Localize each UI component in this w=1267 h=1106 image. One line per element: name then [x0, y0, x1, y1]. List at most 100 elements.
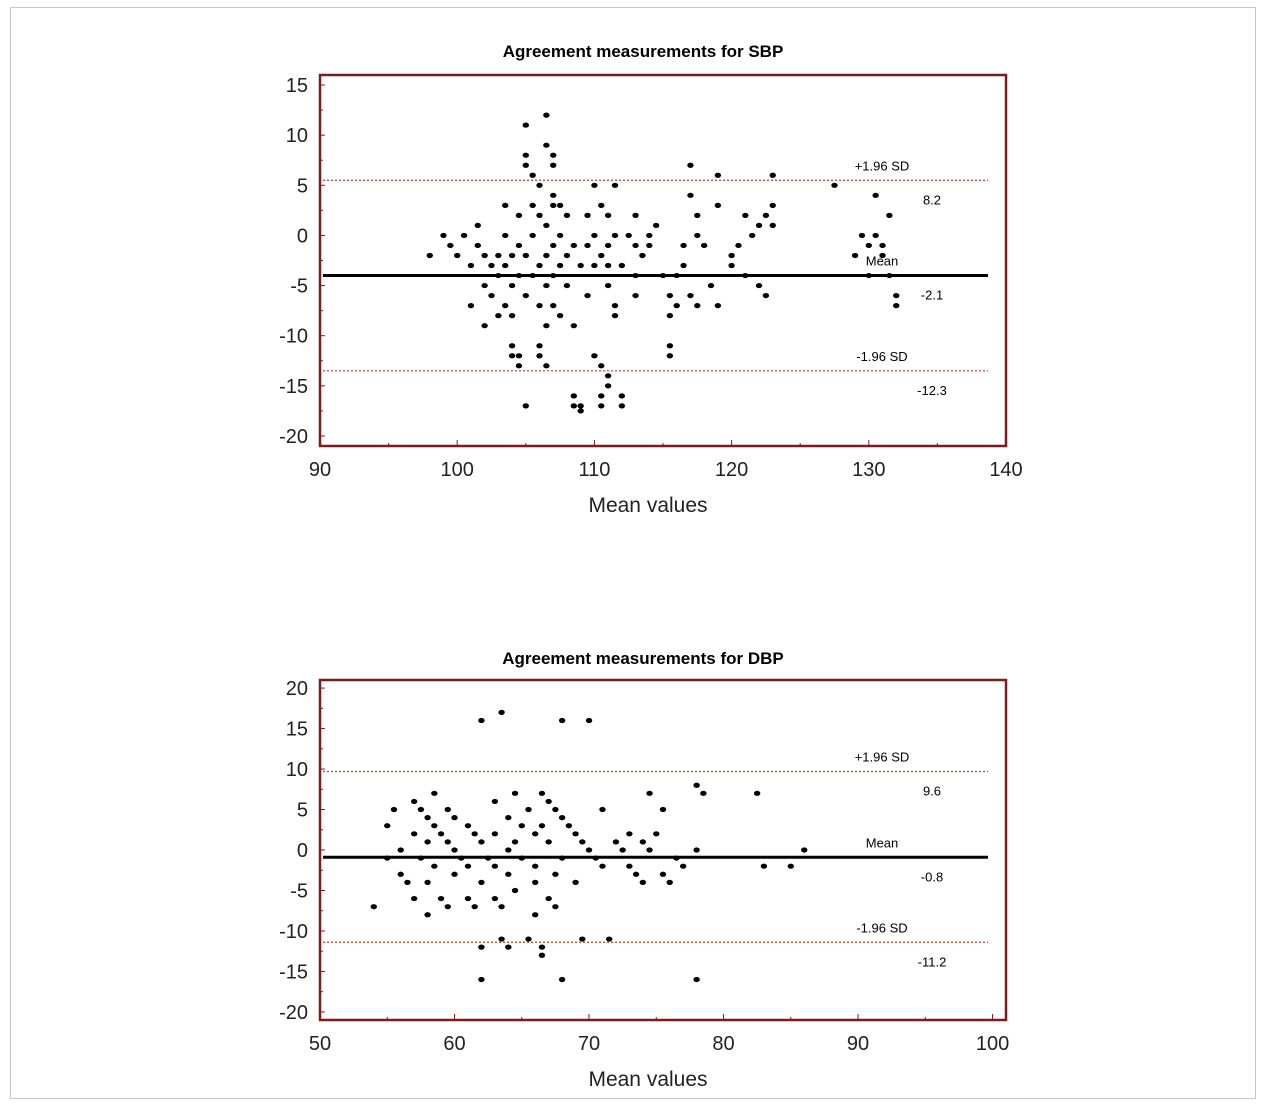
data-point — [543, 142, 550, 148]
data-point — [599, 806, 606, 813]
data-point — [679, 863, 687, 869]
data-point — [893, 303, 900, 309]
data-point — [498, 709, 505, 715]
data-point — [558, 815, 566, 821]
data-point — [424, 879, 431, 885]
data-point — [543, 282, 550, 289]
data-point — [447, 242, 454, 249]
x-tick-label: 70 — [578, 1033, 600, 1055]
data-point — [563, 212, 571, 218]
reference-line-value: -2.1 — [921, 288, 943, 303]
data-point — [565, 823, 573, 829]
data-point — [474, 242, 481, 249]
y-tick-label: -15 — [279, 376, 308, 398]
data-point — [632, 212, 639, 218]
y-tick-label: -5 — [290, 276, 308, 298]
data-point — [525, 806, 532, 813]
data-point — [673, 272, 680, 279]
data-point — [604, 242, 612, 249]
data-point — [598, 363, 605, 369]
data-point — [646, 847, 653, 853]
data-point — [491, 895, 499, 902]
data-point — [484, 855, 492, 861]
data-point — [865, 242, 872, 249]
data-point — [495, 272, 502, 279]
data-point — [700, 790, 707, 796]
data-point — [404, 879, 411, 885]
reference-line-label: +1.96 SD — [855, 158, 910, 173]
data-point — [886, 212, 893, 218]
data-point — [511, 790, 519, 796]
y-tick-label: -15 — [279, 961, 308, 983]
chart-title: Agreement measurements for DBP — [502, 649, 784, 668]
data-point — [505, 847, 512, 853]
data-point — [831, 182, 838, 188]
data-point — [529, 172, 536, 178]
data-point — [518, 823, 525, 829]
data-point — [666, 292, 674, 299]
data-point — [769, 202, 776, 208]
data-point — [755, 222, 763, 229]
data-point — [545, 839, 552, 845]
data-point — [545, 798, 552, 805]
data-point — [550, 242, 557, 249]
reference-line-label: -1.96 SD — [856, 920, 907, 935]
data-point — [762, 212, 770, 218]
x-tick-label: 80 — [712, 1033, 734, 1055]
data-point — [612, 839, 620, 845]
data-point — [605, 936, 613, 942]
data-point — [550, 202, 557, 208]
data-point — [579, 839, 586, 845]
data-point — [619, 847, 626, 853]
data-point — [444, 904, 451, 910]
chart-title: Agreement measurements for SBP — [503, 42, 784, 61]
data-point — [858, 232, 866, 239]
data-point — [639, 252, 646, 259]
data-point — [508, 313, 516, 319]
data-point — [584, 212, 591, 218]
data-point — [536, 343, 543, 349]
data-point — [646, 232, 653, 239]
data-point — [471, 831, 478, 837]
data-point — [529, 202, 536, 208]
data-point — [437, 831, 445, 837]
data-point — [728, 262, 735, 269]
data-point — [502, 303, 509, 309]
data-point — [598, 393, 605, 399]
data-point — [532, 912, 539, 918]
data-point — [478, 839, 485, 845]
reference-line-label: Mean — [866, 835, 899, 850]
data-point — [522, 122, 529, 128]
data-point — [522, 403, 529, 409]
data-point — [543, 222, 550, 229]
y-tick-label: 0 — [297, 840, 308, 862]
data-point — [646, 790, 653, 796]
data-point — [687, 162, 694, 168]
y-tick-label: -20 — [279, 426, 308, 448]
data-point — [563, 282, 571, 289]
data-point — [397, 871, 404, 877]
data-point — [851, 252, 859, 259]
data-point — [471, 904, 478, 910]
data-point — [444, 806, 451, 813]
x-tick-label: 130 — [852, 459, 885, 481]
data-point — [673, 855, 680, 861]
data-point — [532, 879, 539, 885]
data-point — [604, 212, 612, 218]
data-point — [666, 313, 674, 319]
data-point — [604, 262, 612, 269]
data-point — [491, 863, 499, 869]
data-point — [518, 855, 525, 861]
data-point — [680, 262, 687, 269]
data-point — [384, 823, 391, 829]
y-tick-label: 15 — [286, 719, 308, 741]
data-point — [550, 192, 557, 198]
data-point — [505, 815, 512, 821]
data-point — [550, 303, 557, 309]
data-point — [591, 182, 598, 188]
data-point — [437, 895, 445, 902]
data-point — [762, 292, 770, 299]
data-point — [550, 272, 557, 279]
data-point — [498, 936, 505, 942]
x-tick-label: 50 — [309, 1033, 331, 1055]
